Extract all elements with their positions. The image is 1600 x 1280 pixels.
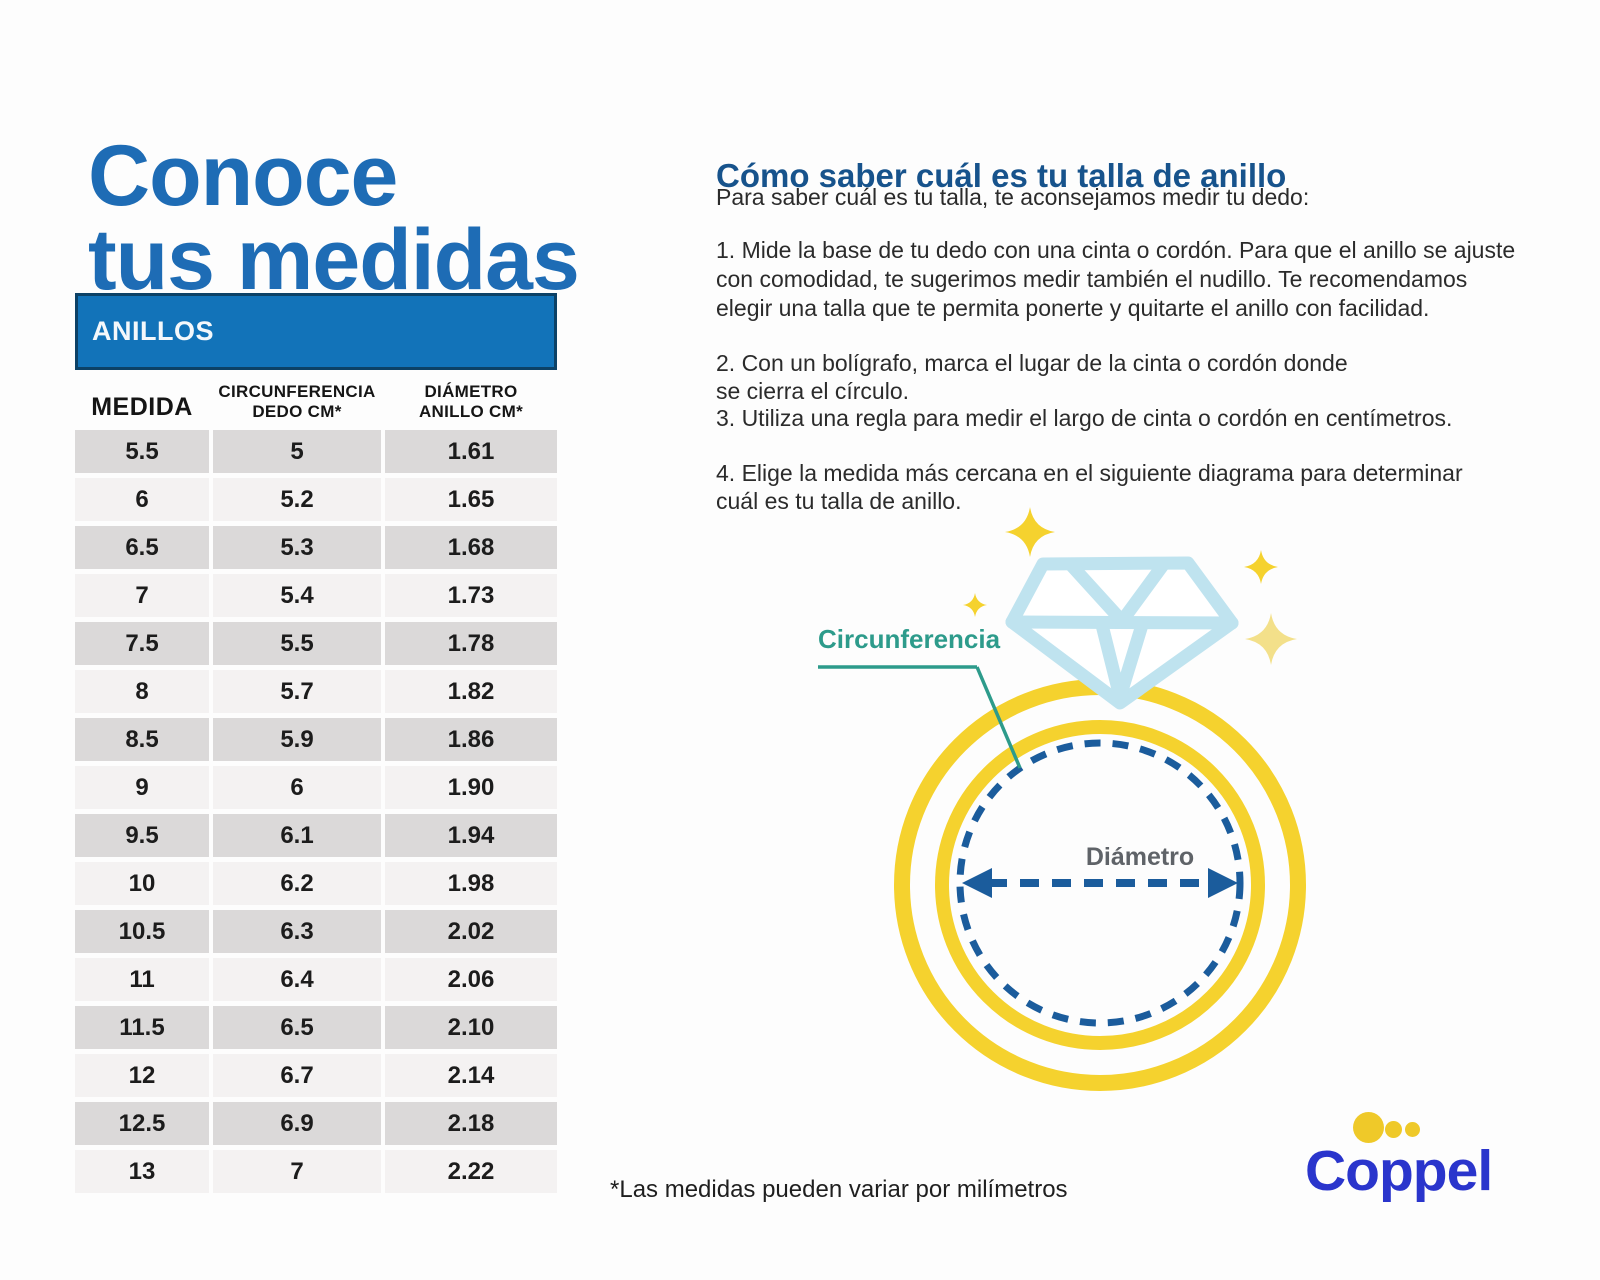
table-row: 7.5 5.5 1.78 — [75, 622, 557, 665]
table-cell: 2.14 — [385, 1054, 557, 1097]
logo-dot-icon — [1353, 1112, 1384, 1143]
sparkle-icon — [963, 593, 987, 617]
measurements-footnote: *Las medidas pueden variar por milímetro… — [610, 1176, 1068, 1203]
table-cell: 5.3 — [213, 526, 381, 569]
table-row: 11 6.4 2.06 — [75, 958, 557, 1001]
table-cell: 5.2 — [213, 478, 381, 521]
table-row: 5.5 5 1.61 — [75, 430, 557, 473]
ring-diagram — [818, 507, 1306, 1091]
table-row: 11.5 6.5 2.10 — [75, 1006, 557, 1049]
table-cell: 10 — [75, 862, 209, 905]
page-title-line2: tus medidas — [88, 211, 580, 308]
table-cell: 1.73 — [385, 574, 557, 617]
table-cell: 1.65 — [385, 478, 557, 521]
table-cell: 1.90 — [385, 766, 557, 809]
table-cell: 7 — [213, 1150, 381, 1193]
page-title-line1: Conoce — [88, 127, 398, 224]
table-cell: 6.4 — [213, 958, 381, 1001]
table-cell: 5.7 — [213, 670, 381, 713]
table-cell: 7.5 — [75, 622, 209, 665]
table-row: 8.5 5.9 1.86 — [75, 718, 557, 761]
table-cell: 13 — [75, 1150, 209, 1193]
column-header-diametro: DIÁMETRO ANILLO CM* — [418, 382, 524, 421]
guide-intro: Para saber cuál es tu talla, te aconseja… — [716, 184, 1310, 210]
table-row: 12 6.7 2.14 — [75, 1054, 557, 1097]
guide-step-1: 1. Mide la base de tu dedo con una cinta… — [716, 237, 1516, 321]
logo-dot-icon — [1385, 1121, 1402, 1138]
logo-dot-icon — [1405, 1122, 1420, 1137]
guide-step-2: 2. Con un bolígrafo, marca el lugar de l… — [716, 350, 1348, 404]
table-cell: 5.5 — [75, 430, 209, 473]
table-row: 10 6.2 1.98 — [75, 862, 557, 905]
table-cell: 1.61 — [385, 430, 557, 473]
table-cell: 6.3 — [213, 910, 381, 953]
table-cell: 12.5 — [75, 1102, 209, 1145]
table-row: 6 5.2 1.65 — [75, 478, 557, 521]
table-cell: 8 — [75, 670, 209, 713]
table-cell: 9 — [75, 766, 209, 809]
table-cell: 1.82 — [385, 670, 557, 713]
table-row: 8 5.7 1.82 — [75, 670, 557, 713]
page-title: Conoce tus medidas — [88, 127, 580, 308]
table-cell: 6.7 — [213, 1054, 381, 1097]
table-row: 12.5 6.9 2.18 — [75, 1102, 557, 1145]
table-header-row: MEDIDA CIRCUNFERENCIA DEDO CM* DIÁMETRO … — [75, 376, 557, 424]
table-cell: 5.5 — [213, 622, 381, 665]
table-cell: 2.06 — [385, 958, 557, 1001]
table-cell: 2.02 — [385, 910, 557, 953]
table-row: 7 5.4 1.73 — [75, 574, 557, 617]
ring-size-table: ANILLOS MEDIDA CIRCUNFERENCIA DEDO CM* D… — [75, 293, 557, 1198]
table-cell: 6.5 — [213, 1006, 381, 1049]
table-cell: 1.86 — [385, 718, 557, 761]
circumference-label: Circunferencia — [818, 624, 1001, 654]
table-cell: 6.1 — [213, 814, 381, 857]
table-row: 13 7 2.22 — [75, 1150, 557, 1193]
table-row: 10.5 6.3 2.02 — [75, 910, 557, 953]
table-cell: 9.5 — [75, 814, 209, 857]
table-cell: 2.22 — [385, 1150, 557, 1193]
coppel-logo-text: Coppel — [1305, 1139, 1493, 1203]
table-title: ANILLOS — [92, 316, 214, 346]
sparkle-icon — [1005, 507, 1055, 557]
table-cell: 5.9 — [213, 718, 381, 761]
column-header-circunferencia: CIRCUNFERENCIA DEDO CM* — [218, 382, 376, 421]
table-row: 9.5 6.1 1.94 — [75, 814, 557, 857]
column-header-medida: MEDIDA — [91, 393, 193, 421]
table-cell: 6 — [213, 766, 381, 809]
diameter-arrow — [962, 868, 1238, 898]
table-cell: 11.5 — [75, 1006, 209, 1049]
table-body: 5.5 5 1.61 6 5.2 1.65 6.5 5.3 1.68 7 5.4 1.73 7.5 5.5… — [75, 430, 557, 1193]
table-cell: 1.98 — [385, 862, 557, 905]
guide-step-3: 3. Utiliza una regla para medir el largo… — [716, 405, 1453, 431]
table-row: 6.5 5.3 1.68 — [75, 526, 557, 569]
circumference-leader-line — [818, 665, 1022, 769]
sparkle-icon — [1244, 550, 1278, 584]
table-cell: 5.4 — [213, 574, 381, 617]
table-title-bar: ANILLOS — [75, 293, 557, 370]
guide-heading: Cómo saber cuál es tu talla de anillo — [716, 157, 1287, 195]
table-cell: 2.18 — [385, 1102, 557, 1145]
circumference-dashed-circle — [956, 739, 1244, 1027]
table-cell: 6.2 — [213, 862, 381, 905]
table-cell: 1.68 — [385, 526, 557, 569]
table-cell: 12 — [75, 1054, 209, 1097]
table-cell: 6.9 — [213, 1102, 381, 1145]
table-cell: 1.78 — [385, 622, 557, 665]
table-cell: 8.5 — [75, 718, 209, 761]
table-cell: 6.5 — [75, 526, 209, 569]
table-cell: 2.10 — [385, 1006, 557, 1049]
table-cell: 5 — [213, 430, 381, 473]
table-cell: 11 — [75, 958, 209, 1001]
sparkle-icon — [1245, 613, 1297, 665]
ring-inner-band — [935, 720, 1265, 1050]
diamond-icon — [1005, 556, 1239, 710]
diameter-label: Diámetro — [1085, 843, 1195, 871]
table-cell: 10.5 — [75, 910, 209, 953]
guide-step-4: 4. Elige la medida más cercana en el sig… — [716, 460, 1463, 514]
table-cell: 1.94 — [385, 814, 557, 857]
table-cell: 6 — [75, 478, 209, 521]
table-row: 9 6 1.90 — [75, 766, 557, 809]
table-cell: 7 — [75, 574, 209, 617]
